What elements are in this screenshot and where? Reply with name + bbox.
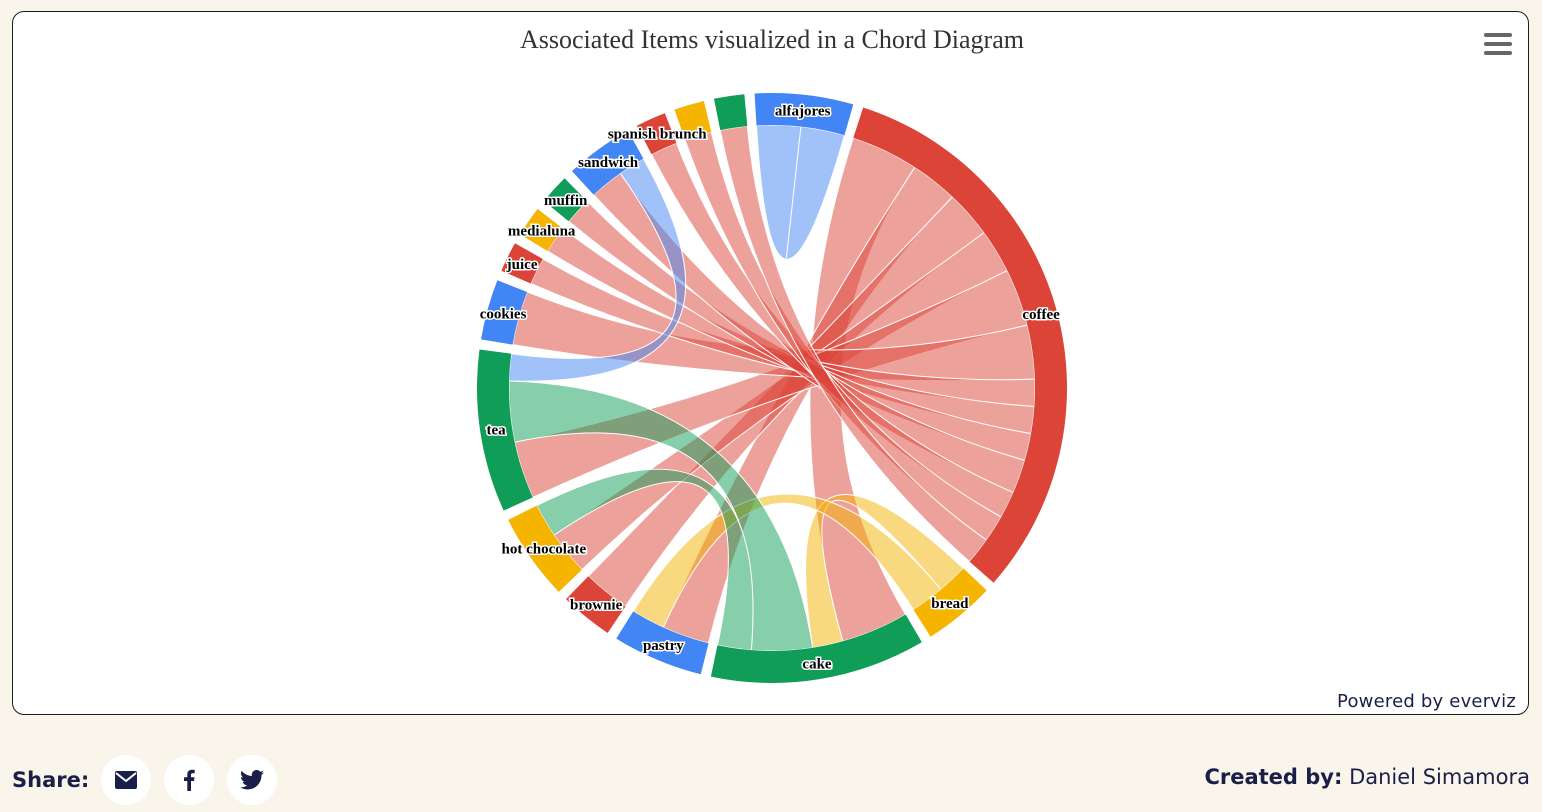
share-bar: Share: xyxy=(12,755,290,805)
chord-diagram: Associated Items visualized in a Chord D… xyxy=(477,25,1068,683)
chord-label-hot-chocolate: hot chocolate xyxy=(502,542,587,558)
chord-arc-cake[interactable] xyxy=(710,614,922,683)
share-email-button[interactable] xyxy=(101,755,152,805)
email-icon xyxy=(115,771,138,789)
twitter-icon xyxy=(240,770,265,790)
chord-label-brownie: brownie xyxy=(570,598,623,614)
chord-label-pastry: pastry xyxy=(643,638,684,654)
chord-arc-alfajores[interactable] xyxy=(754,92,854,136)
chord-arc-juice[interactable] xyxy=(501,243,543,284)
chord-arcs xyxy=(477,92,1068,683)
share-twitter-button[interactable] xyxy=(227,755,278,805)
chord-arc-muffin[interactable] xyxy=(543,178,588,222)
chord-label-spanish-brunch: spanish brunch xyxy=(608,127,707,143)
chord-arc-unlabeled-14[interactable] xyxy=(713,94,748,131)
chord-arc-brownie[interactable] xyxy=(566,576,626,633)
chord-label-cake: cake xyxy=(802,656,832,672)
created-by: Created by: Daniel Simamora xyxy=(1204,765,1530,789)
chord-arc-spanish-brunch[interactable] xyxy=(636,113,677,155)
chord-label-bread: bread xyxy=(931,596,969,612)
chart-card: Associated Items visualized in a Chord D… xyxy=(12,11,1529,715)
chord-arc-unlabeled-13[interactable] xyxy=(674,100,712,140)
powered-by-everviz[interactable]: Powered by everviz xyxy=(1337,691,1516,712)
chord-arc-bread[interactable] xyxy=(913,568,987,637)
chord-link-alfajores-alfajores[interactable] xyxy=(755,124,846,260)
chord-label-medialuna: medialuna xyxy=(508,224,576,240)
hamburger-menu-icon xyxy=(1484,33,1512,37)
chord-arc-medialuna[interactable] xyxy=(520,209,563,252)
chord-label-juice: juice xyxy=(506,257,538,273)
share-label: Share: xyxy=(12,768,90,792)
chord-label-muffin: muffin xyxy=(544,193,588,209)
facebook-icon xyxy=(184,769,195,791)
chord-links xyxy=(508,124,1036,652)
chord-arc-coffee[interactable] xyxy=(853,107,1068,583)
chord-arc-hot-chocolate[interactable] xyxy=(508,505,582,592)
author-name: Daniel Simamora xyxy=(1349,765,1530,789)
chord-label-coffee: coffee xyxy=(1022,307,1060,323)
chord-labels: coffee bread cake pastry brownie hot chocolat… xyxy=(478,102,1061,674)
chord-arc-sandwich[interactable] xyxy=(571,130,644,195)
created-by-label: Created by: xyxy=(1204,765,1343,789)
share-facebook-button[interactable] xyxy=(164,755,215,805)
chord-label-sandwich: sandwich xyxy=(578,155,639,171)
chord-arc-tea[interactable] xyxy=(477,349,533,511)
chord-label-cookies: cookies xyxy=(480,307,527,323)
chord-label-tea: tea xyxy=(487,422,507,438)
chord-label-alfajores: alfajores xyxy=(775,104,831,120)
chord-arc-pastry[interactable] xyxy=(616,611,709,675)
chart-menu-button[interactable] xyxy=(1484,33,1512,57)
chord-arc-cookies[interactable] xyxy=(481,280,528,345)
chart-title: Associated Items visualized in a Chord D… xyxy=(520,25,1024,54)
